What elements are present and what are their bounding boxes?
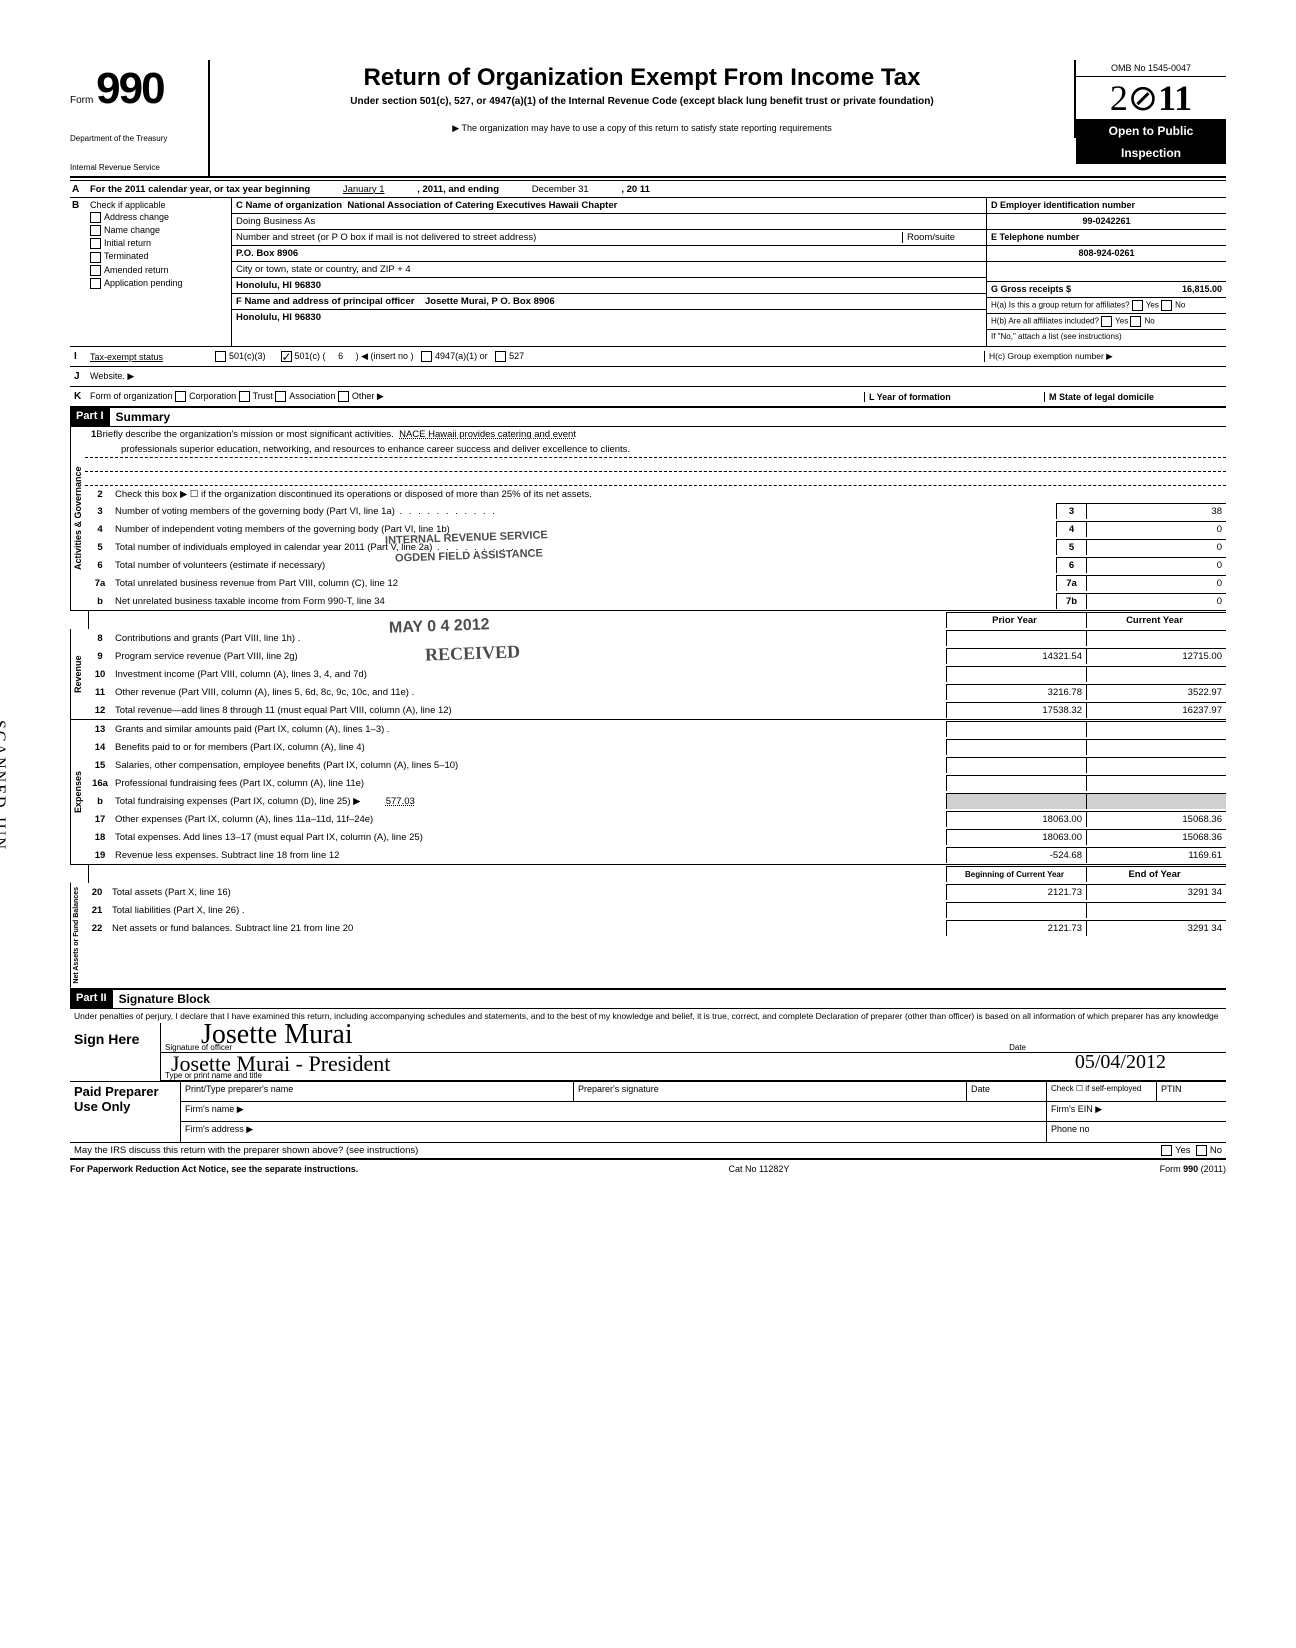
right-block: D Employer identification number 99-0242…: [986, 198, 1226, 346]
open-public: Open to Public: [1076, 120, 1226, 142]
type-name-line[interactable]: Josette Murai - President 05/04/2012 Typ…: [161, 1053, 1226, 1081]
officer-city: Honolulu, HI 96830: [232, 310, 986, 326]
omb-number: OMB No 1545-0047: [1076, 60, 1226, 77]
checkbox-527[interactable]: [495, 351, 506, 362]
form-org-row: K Form of organization Corporation Trust…: [70, 387, 1226, 408]
sign-here-row: Sign Here Josette Murai Signature of off…: [70, 1023, 1226, 1081]
city-val: Honolulu, HI 96830: [232, 278, 986, 294]
street-row: Number and street (or P O box if mail is…: [232, 230, 986, 246]
phone-label: E Telephone number: [987, 230, 1226, 246]
dba-row: Doing Business As: [232, 214, 986, 230]
expense-section: Expenses 13Grants and similar amounts pa…: [70, 720, 1226, 865]
org-block: C Name of organization National Associat…: [231, 198, 986, 346]
website-row: J Website. ▶: [70, 367, 1226, 387]
cat-number: Cat No 11282Y: [728, 1164, 789, 1174]
net-header-row: Beginning of Current YearEnd of Year: [70, 865, 1226, 883]
part2-header: Part II Signature Block: [70, 990, 1226, 1009]
date-stamp: MAY 0 4 2012: [389, 616, 490, 637]
gross-row: G Gross receipts $16,815.00: [987, 282, 1226, 298]
main-title: Return of Organization Exempt From Incom…: [220, 64, 1064, 92]
check-label: Check if applicable: [90, 200, 229, 210]
ein-label: D Employer identification number: [987, 198, 1226, 214]
signature-line[interactable]: Josette Murai Signature of officer Date: [161, 1023, 1226, 1053]
dept-irs: Internal Revenue Service: [70, 163, 200, 172]
form-header: Form 990 Department of the Treasury Inte…: [70, 60, 1226, 178]
form-ref: Form 990 (2011): [1160, 1164, 1226, 1174]
summary-body: Activities & Governance 1Briefly describ…: [70, 427, 1226, 990]
gov-section: Activities & Governance 1Briefly describ…: [70, 427, 1226, 611]
checkbox-name[interactable]: [90, 225, 101, 236]
letter-b: B: [70, 198, 88, 346]
letter-k: K: [72, 389, 90, 404]
ha-row: H(a) Is this a group return for affiliat…: [987, 298, 1226, 314]
paid-preparer-block: Paid Preparer Use Only Print/Type prepar…: [70, 1081, 1226, 1142]
arrow-note: ▶ The organization may have to use a cop…: [220, 123, 1064, 134]
checkbox-amend[interactable]: [90, 265, 101, 276]
phone-val: 808-924-0261: [987, 246, 1226, 262]
blank-row: [987, 262, 1226, 282]
sig-block: Under penalties of perjury, I declare th…: [70, 1009, 1226, 1160]
check-column: Check if applicable Address change Name …: [88, 198, 231, 346]
line-a: A For the 2011 calendar year, or tax yea…: [70, 180, 1226, 198]
footer: For Paperwork Reduction Act Notice, see …: [70, 1160, 1226, 1174]
dept-treasury: Department of the Treasury: [70, 134, 200, 143]
letter-j: J: [72, 369, 90, 384]
net-section: Net Assets or Fund Balances 20Total asse…: [70, 883, 1226, 988]
form-number: 990: [96, 64, 163, 113]
vert-expenses: Expenses: [70, 720, 85, 864]
rev-header-row: MAY 0 4 2012 Prior YearCurrent Year: [70, 611, 1226, 629]
checkbox-501c3[interactable]: [215, 351, 226, 362]
revenue-section: Revenue 8Contributions and grants (Part …: [70, 629, 1226, 720]
city-label: City or town, state or country, and ZIP …: [232, 262, 986, 278]
form-word: Form: [70, 95, 93, 106]
inspection: Inspection: [1076, 142, 1226, 164]
vert-revenue: Revenue: [70, 629, 85, 719]
officer-row: F Name and address of principal officer …: [232, 294, 986, 310]
org-name-row: C Name of organization National Associat…: [232, 198, 986, 214]
subtitle: Under section 501(c), 527, or 4947(a)(1)…: [220, 96, 1064, 107]
checkbox-501c[interactable]: [281, 351, 292, 362]
received-stamp: RECEIVED: [425, 641, 521, 665]
hc-row: H(c) Group exemption number ▶: [984, 351, 1224, 362]
checkbox-term[interactable]: [90, 252, 101, 263]
checkbox-4947[interactable]: [421, 351, 432, 362]
section-b: B Check if applicable Address change Nam…: [70, 198, 1226, 347]
checkbox-app[interactable]: [90, 278, 101, 289]
part1-header: Part I Summary: [70, 408, 1226, 427]
sign-here-label: Sign Here: [70, 1023, 160, 1081]
scanned-stamp: SCANNED JUN: [0, 720, 8, 851]
discuss-row: May the IRS discuss this return with the…: [70, 1142, 1226, 1158]
vert-governance: Activities & Governance: [70, 427, 85, 610]
line-a-text: For the 2011 calendar year, or tax year …: [88, 182, 1226, 197]
street-val: P.O. Box 8906: [232, 246, 986, 262]
vert-net: Net Assets or Fund Balances: [70, 883, 82, 988]
paid-label: Paid Preparer Use Only: [70, 1082, 180, 1142]
tax-year: 2⊘11: [1076, 77, 1226, 120]
letter-a: A: [70, 182, 88, 197]
hb-row: H(b) Are all affiliates included? Yes No: [987, 314, 1226, 330]
h-note: If "No," attach a list (see instructions…: [987, 330, 1226, 346]
checkbox-init[interactable]: [90, 238, 101, 249]
form-number-box: Form 990 Department of the Treasury Inte…: [70, 60, 210, 176]
pra-notice: For Paperwork Reduction Act Notice, see …: [70, 1164, 358, 1174]
year-box: OMB No 1545-0047 2⊘11 Open to Public Ins…: [1076, 60, 1226, 164]
letter-i: I: [72, 349, 90, 364]
title-box: Return of Organization Exempt From Incom…: [210, 60, 1076, 138]
tax-status-row: I Tax-exempt status 501(c)(3) 501(c) ( 6…: [70, 347, 1226, 367]
checkbox-addr[interactable]: [90, 212, 101, 223]
ein-val: 99-0242261: [987, 214, 1226, 230]
